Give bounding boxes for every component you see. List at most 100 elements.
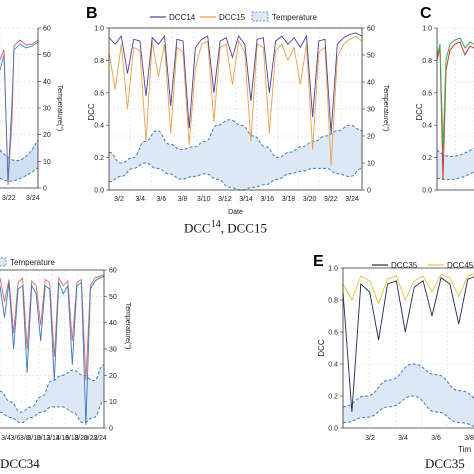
- legend-label: DCC35: [391, 261, 418, 270]
- y2-tick-label: 20: [109, 373, 117, 380]
- series-line-dcc45: [342, 273, 474, 305]
- temperature-lower-line: [108, 162, 363, 191]
- temperature-lower-line: [436, 171, 474, 181]
- y-tick-label: 1.0: [94, 26, 104, 33]
- caption-bottom-left: DCC34: [0, 456, 40, 471]
- temperature-band: [109, 119, 362, 190]
- legend-label: DCC15: [219, 13, 246, 22]
- x-tick-label: 3/20: [74, 435, 88, 442]
- legend: Temperature: [0, 257, 55, 267]
- y2-axis-label: Temperature(°): [382, 85, 390, 132]
- y2-tick-label: 20: [43, 132, 51, 139]
- y2-tick-label: 30: [109, 347, 117, 354]
- y2-tick-label: 20: [367, 134, 375, 141]
- panel-e: E0.00.20.40.60.81.03/23/43/63/83/10TimDC…: [313, 253, 474, 454]
- caption-bottom-right: DCC35: [425, 456, 465, 471]
- temperature-upper-line: [0, 139, 39, 162]
- y-tick-label: 0.8: [422, 58, 432, 65]
- x-tick-label: 3/12: [37, 435, 51, 442]
- x-tick-label: 3/18: [65, 435, 79, 442]
- y-axis-label: DCC: [317, 339, 326, 357]
- y-tick-label: 0.4: [422, 123, 432, 130]
- y2-tick-label: 10: [367, 161, 375, 168]
- x-tick-label: 3/14: [239, 196, 253, 203]
- x-tick-label: 3/8: [464, 435, 474, 442]
- y-tick-label: 0.0: [94, 188, 104, 195]
- x-tick-label: 3/4: [398, 435, 408, 442]
- y2-tick-label: 40: [43, 79, 51, 86]
- x-tick-label: 3/4: [135, 196, 145, 203]
- y2-tick-label: 10: [109, 399, 117, 406]
- y2-tick-label: 0: [109, 426, 113, 433]
- y2-tick-label: 30: [367, 107, 375, 114]
- x-tick-label: 3/2: [365, 435, 375, 442]
- x-tick-label: 3/16: [56, 435, 70, 442]
- x-tick-label: 3/14: [46, 435, 60, 442]
- x-tick-label: 3/8: [178, 196, 188, 203]
- panel-letter: C: [420, 5, 432, 22]
- y-tick-label: 0.6: [422, 90, 432, 97]
- x-tick-label: 3/24: [345, 196, 359, 203]
- legend-swatch-temperature: [0, 257, 7, 267]
- y2-tick-label: 0: [43, 186, 47, 193]
- y2-axis-label: Temperature(°): [56, 85, 64, 132]
- x-tick-label: 3/12: [218, 196, 232, 203]
- y-tick-label: 0.6: [328, 330, 338, 337]
- legend: DCC35 DCC45: [372, 261, 474, 270]
- panel-letter: E: [313, 253, 324, 270]
- panel-letter: B: [86, 5, 98, 22]
- x-tick-label: 3/10: [197, 196, 211, 203]
- x-tick-label: 3/2: [114, 196, 124, 203]
- y-tick-label: 0.8: [328, 298, 338, 305]
- temperature-upper-line: [108, 119, 363, 164]
- panel-a: 0 10 20 30 40 50 60 3/22 3/24 Temperature(°): [0, 26, 64, 202]
- y-tick-label: 0.6: [94, 90, 104, 97]
- x-tick-label: 3/24: [26, 195, 40, 202]
- temperature-band: [0, 364, 104, 423]
- x-tick-label: 3/6: [11, 435, 21, 442]
- caption-top: DCC14, DCC15: [184, 219, 267, 236]
- y-tick-label: 1.0: [422, 26, 432, 33]
- x-tick-label: 3/24: [93, 435, 107, 442]
- x-tick-label: 3/22: [324, 196, 338, 203]
- y2-axis-label: Temperature(°): [124, 303, 132, 350]
- y-tick-label: 0.4: [94, 123, 104, 130]
- legend-label: Temperature: [272, 13, 317, 22]
- x-tick-label: 3/10: [27, 435, 41, 442]
- series-line-dcc14: [108, 32, 363, 134]
- y2-tick-label: 60: [367, 26, 375, 33]
- y2-tick-label: 50: [109, 294, 117, 301]
- legend-label: DCC14: [169, 13, 196, 22]
- y-tick-label: 0.2: [94, 155, 104, 162]
- temperature-upper-line: [436, 147, 474, 157]
- x-axis-label: Tim: [458, 445, 471, 454]
- temperature-upper-line: [0, 364, 105, 413]
- legend-label: DCC45: [447, 261, 474, 270]
- series-line-dcc15: [108, 35, 363, 166]
- y-axis-label: DCC: [415, 103, 424, 121]
- x-tick-label: 3/16: [260, 196, 274, 203]
- x-tick-label: 3/18: [282, 196, 296, 203]
- y-tick-label: 0.0: [328, 426, 338, 433]
- legend-swatch-temperature: [251, 11, 269, 22]
- series-line: [436, 37, 474, 151]
- x-tick-label: 3/6: [156, 196, 166, 203]
- temperature-band: [343, 364, 474, 427]
- temperature-upper-line: [342, 363, 474, 408]
- y-tick-label: 1.0: [328, 266, 338, 273]
- series-line: [0, 41, 39, 181]
- y2-tick-label: 60: [109, 268, 117, 275]
- legend-label: Temperature: [10, 258, 55, 267]
- y2-tick-label: 50: [367, 53, 375, 60]
- panel-b: B 0.0 0.2 0.4 0.6 0.8 1.0 0 10 20 30 40 50 60 3/2 3/4 3/…: [86, 5, 390, 216]
- x-axis-label: Date: [228, 209, 243, 216]
- y2-tick-label: 50: [43, 52, 51, 59]
- y-tick-label: 0.0: [422, 188, 432, 195]
- x-tick-label: 3/20: [303, 196, 317, 203]
- x-tick-label: 3/8: [20, 435, 30, 442]
- x-tick-label: 3/22: [84, 435, 98, 442]
- temperature-lower-line: [0, 401, 105, 424]
- y2-tick-label: 0: [367, 188, 371, 195]
